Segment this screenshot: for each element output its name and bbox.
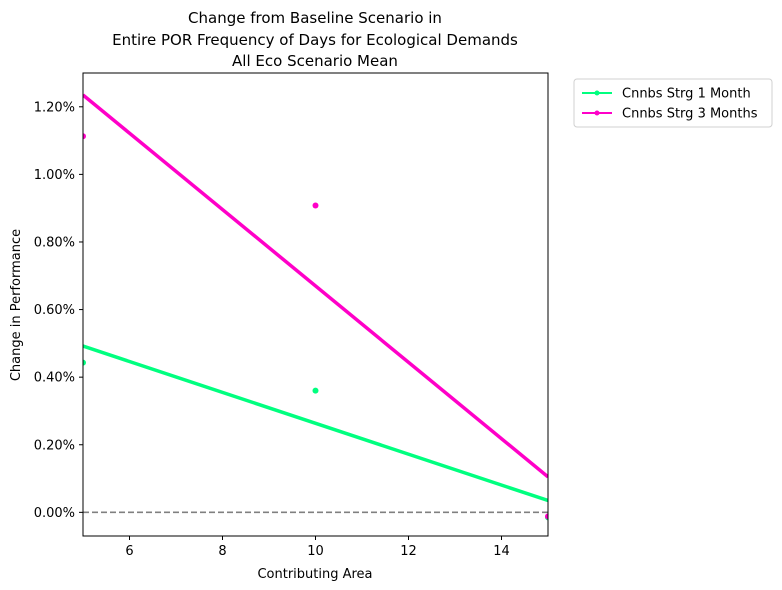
y-tick-label: 1.20% bbox=[34, 100, 75, 115]
chart-title-line-2: Entire POR Frequency of Days for Ecologi… bbox=[112, 31, 518, 49]
legend-swatch-marker bbox=[594, 90, 600, 96]
data-points bbox=[83, 133, 548, 521]
data-point-series-2 bbox=[83, 133, 86, 140]
trend-lines bbox=[83, 93, 548, 503]
x-tick-label: 14 bbox=[493, 544, 510, 559]
data-point-series-2 bbox=[312, 202, 319, 209]
data-point-series-1 bbox=[312, 387, 319, 394]
data-point-series-1 bbox=[83, 359, 86, 366]
y-axis-label: Change in Performance bbox=[9, 229, 24, 381]
x-tick-label: 8 bbox=[218, 544, 226, 559]
legend-label: Cnnbs Strg 3 Months bbox=[622, 107, 758, 122]
x-axis-ticks: 6 8 10 12 14 bbox=[125, 536, 510, 559]
y-tick-label: 0.60% bbox=[34, 303, 75, 318]
y-tick-label: 0.40% bbox=[34, 371, 75, 386]
data-point-series-2 bbox=[545, 513, 548, 520]
x-axis-label: Contributing Area bbox=[257, 567, 372, 582]
legend-frame bbox=[573, 78, 773, 128]
y-tick-label: 0.00% bbox=[34, 506, 75, 521]
chart-title-line-3: All Eco Scenario Mean bbox=[232, 52, 398, 70]
trend-line-series-1 bbox=[83, 344, 548, 503]
legend-label: Cnnbs Strg 1 Month bbox=[622, 87, 751, 102]
trend-line-series-2 bbox=[83, 93, 548, 479]
chart-title-line-1: Change from Baseline Scenario in bbox=[188, 9, 442, 27]
x-tick-label: 6 bbox=[125, 544, 133, 559]
y-tick-label: 1.00% bbox=[34, 168, 75, 183]
legend-swatch-marker bbox=[594, 110, 600, 116]
legend-items: Cnnbs Strg 1 Month Cnnbs Strg 3 Months bbox=[582, 87, 758, 122]
y-tick-label: 0.80% bbox=[34, 235, 75, 250]
y-axis-ticks: 0.00% 0.20% 0.40% 0.60% 0.80% 1.00% 1.20% bbox=[34, 100, 83, 521]
legend: Cnnbs Strg 1 Month Cnnbs Strg 3 Months bbox=[573, 78, 773, 128]
plot-frame bbox=[82, 72, 549, 537]
chart-title: Change from Baseline Scenario in Entire … bbox=[112, 9, 518, 70]
plot-content bbox=[83, 93, 548, 521]
y-tick-label: 0.20% bbox=[34, 438, 75, 453]
x-tick-label: 12 bbox=[400, 544, 417, 559]
x-tick-label: 10 bbox=[307, 544, 324, 559]
